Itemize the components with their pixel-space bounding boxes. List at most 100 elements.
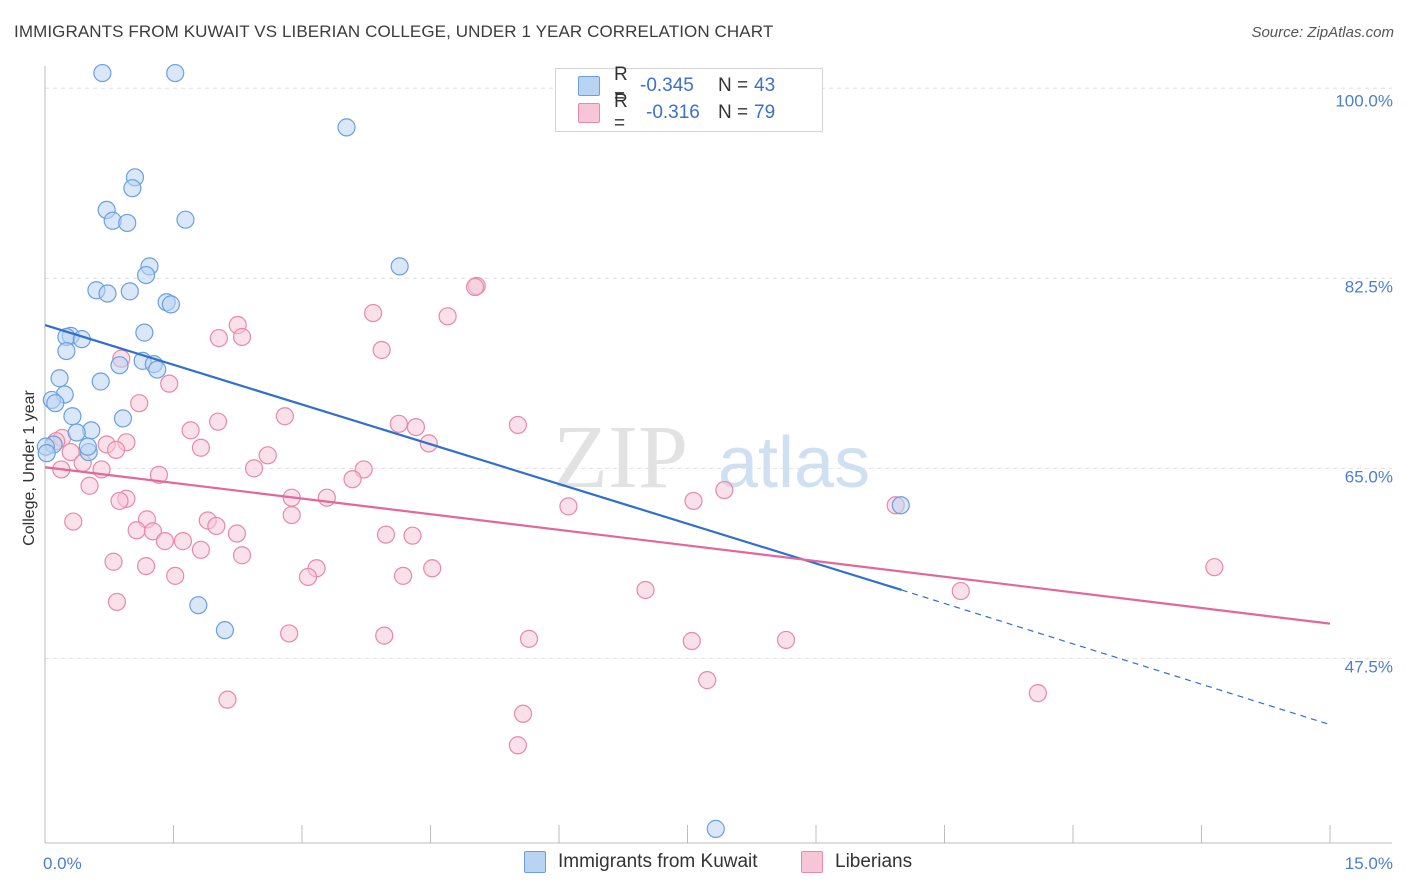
data-point-liberians xyxy=(80,476,99,495)
data-point-liberians xyxy=(1205,558,1224,577)
data-point-kuwait xyxy=(706,819,725,838)
data-point-liberians xyxy=(173,532,193,551)
data-point-liberians xyxy=(107,592,127,612)
x-tick-label: 15.0% xyxy=(1345,854,1393,873)
data-point-kuwait xyxy=(67,423,86,442)
data-point-kuwait xyxy=(93,63,112,83)
legend-swatch-liberians xyxy=(578,103,600,123)
data-point-kuwait xyxy=(189,596,208,615)
series-label-liberians: Liberians xyxy=(835,851,913,872)
data-point-liberians xyxy=(282,505,301,525)
y-tick-label: 47.5% xyxy=(1345,657,1393,676)
data-point-kuwait xyxy=(50,369,69,388)
trend-lines xyxy=(44,323,1331,726)
legend-r-value: -0.345 xyxy=(640,75,694,96)
data-point-liberians xyxy=(698,671,717,690)
data-point-kuwait xyxy=(136,265,156,285)
data-point-liberians xyxy=(218,690,237,709)
data-point-liberians xyxy=(136,556,156,576)
data-point-liberians xyxy=(227,524,246,543)
legend-row-kuwait: R = -0.345 N = 43 xyxy=(578,64,775,107)
data-point-liberians xyxy=(155,532,175,551)
liberians-points xyxy=(47,276,1224,755)
data-point-kuwait xyxy=(123,179,142,198)
y-tick-label: 82.5% xyxy=(1345,277,1393,296)
data-point-liberians xyxy=(508,415,527,435)
series-swatch-liberians xyxy=(801,851,823,873)
data-point-liberians xyxy=(191,540,211,559)
data-point-liberians xyxy=(684,491,703,511)
data-point-liberians xyxy=(465,277,485,297)
data-point-liberians xyxy=(951,581,970,601)
grid-lines xyxy=(45,87,1392,659)
data-point-liberians xyxy=(519,629,539,648)
data-point-liberians xyxy=(715,480,734,500)
data-point-kuwait xyxy=(166,63,185,83)
data-point-liberians xyxy=(343,470,362,489)
data-point-liberians xyxy=(776,630,796,650)
data-point-liberians xyxy=(682,631,701,651)
watermark-atlas: atlas xyxy=(718,423,870,503)
data-point-liberians xyxy=(559,497,578,516)
data-point-liberians xyxy=(110,491,129,511)
series-legend: Immigrants from Kuwait Liberians xyxy=(0,851,1406,879)
data-point-kuwait xyxy=(891,496,910,515)
data-point-kuwait xyxy=(176,210,195,229)
y-tick-label: 100.0% xyxy=(1335,91,1393,110)
data-point-liberians xyxy=(232,327,252,347)
data-point-liberians xyxy=(209,328,229,348)
trend-line-kuwait-extension xyxy=(901,589,1331,726)
data-point-liberians xyxy=(376,525,396,544)
data-point-liberians xyxy=(127,521,146,540)
data-point-kuwait xyxy=(337,118,356,137)
legend-r-value: -0.316 xyxy=(646,102,700,123)
data-point-liberians xyxy=(403,526,422,545)
data-point-liberians xyxy=(244,459,264,478)
data-point-liberians xyxy=(275,407,294,426)
y-axis-label: College, Under 1 year xyxy=(21,390,38,546)
data-point-liberians xyxy=(61,442,80,462)
data-point-liberians xyxy=(149,465,169,484)
data-point-liberians xyxy=(389,414,408,433)
trend-line-kuwait xyxy=(44,323,902,592)
data-point-liberians xyxy=(513,704,533,723)
series-label-kuwait: Immigrants from Kuwait xyxy=(558,851,758,872)
data-point-liberians xyxy=(375,626,394,645)
legend-r-label: R = xyxy=(614,64,628,107)
data-point-liberians xyxy=(438,307,457,326)
data-point-liberians xyxy=(258,446,277,465)
data-point-liberians xyxy=(364,303,383,323)
tick-labels: 47.5% 65.0% 82.5% 100.0% 0.0% 15.0% xyxy=(43,91,1393,873)
legend-n-value: 79 xyxy=(754,102,776,123)
data-point-liberians xyxy=(280,624,299,643)
y-tick-label: 65.0% xyxy=(1345,467,1393,486)
data-point-liberians xyxy=(160,374,179,393)
data-point-liberians xyxy=(298,567,318,587)
data-point-kuwait xyxy=(118,213,137,233)
data-point-kuwait xyxy=(91,372,110,391)
series-legend-kuwait: Immigrants from Kuwait xyxy=(524,851,758,873)
trend-line-liberians xyxy=(44,466,1331,625)
data-point-kuwait xyxy=(78,437,97,456)
data-point-liberians xyxy=(64,512,83,531)
data-point-liberians xyxy=(317,488,336,507)
data-point-kuwait xyxy=(63,407,82,426)
series-legend-liberians: Liberians xyxy=(801,851,912,873)
legend-row-liberians: R = -0.316 N = 79 xyxy=(578,91,776,134)
data-point-liberians xyxy=(232,546,252,565)
data-point-liberians xyxy=(143,522,163,541)
data-point-liberians xyxy=(166,566,185,585)
data-point-liberians xyxy=(393,566,413,585)
source-label: Source: ZipAtlas.com xyxy=(1251,24,1394,41)
data-point-liberians xyxy=(1028,684,1047,703)
data-point-liberians xyxy=(636,580,655,600)
data-point-kuwait xyxy=(120,282,139,301)
data-point-liberians xyxy=(406,417,426,437)
watermark-zip: ZIP xyxy=(553,408,688,507)
legend-n-label: N = xyxy=(718,102,749,123)
data-point-liberians xyxy=(191,438,211,457)
data-point-liberians xyxy=(423,559,442,578)
data-point-kuwait xyxy=(57,341,76,361)
data-point-kuwait xyxy=(46,394,65,413)
